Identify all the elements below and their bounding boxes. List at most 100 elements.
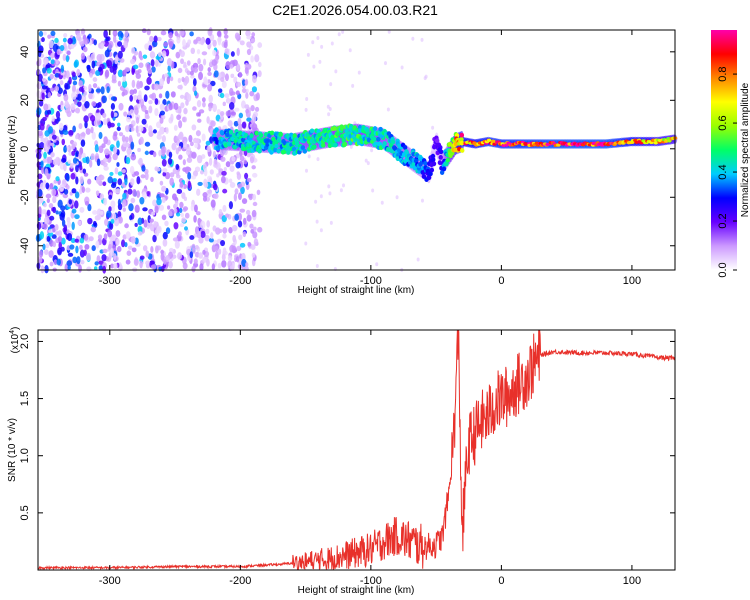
noise-dot bbox=[220, 175, 226, 184]
noise-dot bbox=[186, 157, 193, 164]
noise-dot bbox=[349, 144, 353, 149]
noise-dot bbox=[46, 209, 51, 217]
noise-dot bbox=[241, 198, 248, 205]
noise-dot bbox=[95, 240, 100, 249]
noise-dot bbox=[222, 101, 226, 107]
noise-dot bbox=[90, 126, 94, 134]
noise-dot bbox=[250, 55, 254, 63]
noise-dot bbox=[114, 56, 118, 65]
noise-dot bbox=[173, 208, 178, 214]
noise-dot bbox=[138, 125, 144, 132]
noise-dot bbox=[51, 134, 57, 140]
noise-dot bbox=[124, 29, 129, 38]
noise-dot bbox=[209, 169, 214, 175]
noise-dot bbox=[52, 241, 57, 248]
noise-dot bbox=[69, 244, 75, 250]
noise-dot bbox=[63, 189, 69, 195]
noise-dot bbox=[231, 156, 236, 162]
noise-dot bbox=[208, 94, 213, 103]
noise-dot bbox=[150, 59, 155, 67]
noise-dot bbox=[144, 141, 151, 147]
noise-dot bbox=[193, 39, 198, 45]
noise-dot bbox=[42, 116, 47, 122]
noise-dot bbox=[113, 263, 118, 270]
noise-dot bbox=[212, 39, 217, 47]
noise-dot bbox=[97, 214, 102, 220]
noise-dot bbox=[63, 224, 68, 233]
noise-dot bbox=[189, 235, 195, 240]
noise-dot bbox=[66, 232, 73, 242]
track-point bbox=[441, 166, 447, 172]
noise-dot bbox=[95, 112, 102, 121]
noise-dot bbox=[180, 212, 184, 218]
noise-dot bbox=[50, 30, 56, 37]
noise-dot bbox=[213, 70, 219, 78]
noise-dot bbox=[61, 158, 67, 163]
noise-dot bbox=[330, 41, 334, 46]
snr-x-label: Height of straight line (km) bbox=[298, 585, 415, 596]
noise-dot bbox=[234, 188, 239, 195]
noise-dot bbox=[192, 170, 199, 177]
noise-dot bbox=[46, 235, 51, 242]
noise-dot bbox=[151, 211, 156, 216]
noise-dot bbox=[96, 158, 101, 167]
noise-dot bbox=[198, 236, 204, 244]
noise-dot bbox=[144, 110, 149, 115]
noise-dot bbox=[228, 102, 235, 110]
noise-dot bbox=[83, 115, 89, 123]
noise-dot bbox=[91, 101, 97, 107]
noise-dot bbox=[124, 142, 130, 148]
track-point bbox=[438, 155, 443, 160]
noise-dot bbox=[100, 42, 105, 49]
noise-dot bbox=[230, 73, 235, 78]
noise-dot bbox=[168, 41, 174, 47]
noise-dot bbox=[249, 156, 255, 164]
noise-dot bbox=[249, 223, 254, 229]
track-point bbox=[459, 132, 465, 138]
noise-dot bbox=[230, 91, 236, 96]
noise-dot bbox=[86, 64, 91, 73]
noise-dot bbox=[253, 238, 259, 247]
noise-dot bbox=[71, 150, 76, 156]
noise-dot bbox=[92, 210, 98, 215]
noise-dot bbox=[73, 61, 78, 68]
noise-dot bbox=[71, 221, 75, 231]
noise-dot bbox=[123, 111, 128, 117]
noise-dot bbox=[79, 164, 83, 171]
noise-dot bbox=[218, 228, 223, 234]
noise-dot bbox=[221, 253, 226, 261]
noise-dot bbox=[139, 136, 144, 145]
noise-dot bbox=[245, 30, 251, 37]
noise-dot bbox=[150, 264, 157, 270]
noise-dot bbox=[74, 191, 80, 199]
snr-x-ticks: -300 -200 -100 0 100 bbox=[99, 330, 641, 587]
snr-scale-suffix: ) bbox=[10, 327, 21, 330]
noise-dot bbox=[166, 75, 171, 85]
noise-dot bbox=[216, 30, 222, 37]
noise-dot bbox=[59, 45, 65, 52]
noise-dot bbox=[236, 47, 240, 57]
noise-dot bbox=[136, 176, 141, 185]
noise-dot bbox=[72, 125, 76, 133]
noise-dot bbox=[123, 40, 129, 49]
track-point bbox=[378, 126, 383, 132]
noise-dot bbox=[64, 82, 69, 90]
track-point bbox=[219, 129, 225, 135]
noise-dot bbox=[124, 241, 128, 248]
noise-dot bbox=[56, 258, 61, 266]
noise-dot bbox=[55, 110, 61, 119]
noise-dot bbox=[193, 215, 197, 223]
noise-dot bbox=[223, 41, 228, 49]
noise-dot bbox=[71, 91, 77, 100]
snr-scale-label: (x104) bbox=[9, 327, 21, 354]
noise-dot bbox=[199, 263, 204, 271]
noise-dot bbox=[92, 77, 98, 82]
noise-dot bbox=[168, 102, 173, 111]
noise-dot bbox=[123, 69, 127, 75]
noise-dot bbox=[48, 231, 54, 237]
colorbar-tick-label: 0.8 bbox=[717, 66, 729, 81]
noise-dot bbox=[216, 108, 221, 115]
noise-dot bbox=[250, 244, 256, 250]
noise-dot bbox=[227, 120, 233, 127]
